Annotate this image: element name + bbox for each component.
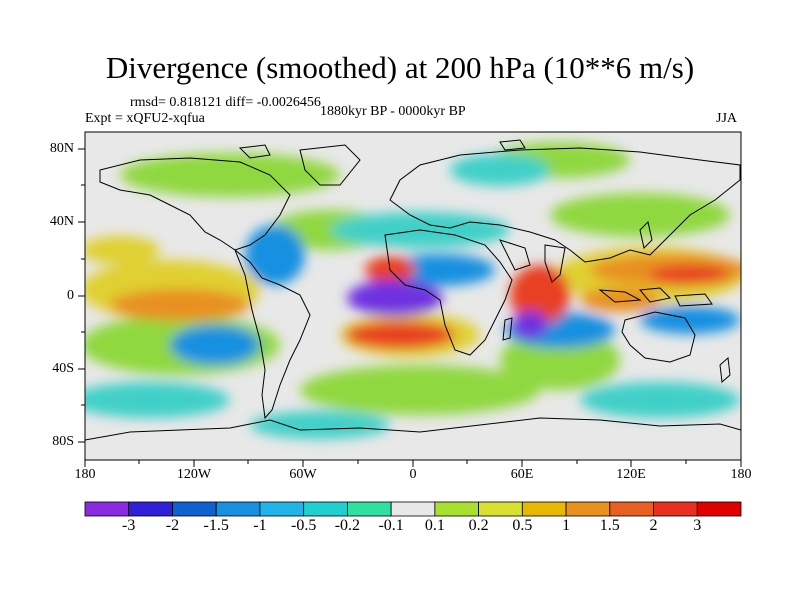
colorbar-swatch (215, 501, 261, 517)
field-region (650, 265, 730, 285)
field-region (85, 236, 160, 264)
x-label-60w: 60W (289, 467, 317, 482)
y-label-40s: 40S (52, 361, 74, 376)
colorbar-swatch (434, 501, 480, 517)
coastline (639, 287, 672, 303)
coastline (674, 293, 713, 307)
y-axis-ticks (78, 148, 85, 443)
field-region (580, 288, 660, 312)
colorbar-swatch (84, 501, 130, 517)
colorbar-swatch (696, 501, 742, 517)
x-axis-ticks (84, 460, 742, 467)
colorbar-swatch (390, 501, 436, 517)
colorbar-label: -2 (165, 517, 180, 534)
colorbar-label: -0.5 (290, 517, 317, 534)
colorbar-swatch (346, 501, 392, 517)
x-label-120e: 120E (616, 467, 646, 482)
colorbar-label: -3 (122, 517, 136, 534)
colorbar-swatch (609, 501, 654, 517)
colorbar-label: 0.5 (512, 517, 533, 534)
colorbar-label: 0.1 (424, 517, 445, 534)
coastline (499, 239, 531, 271)
season-label: JJA (716, 111, 738, 126)
coastline (384, 229, 513, 356)
coastline (85, 417, 741, 441)
colorbar-label: 1 (562, 517, 571, 534)
coastline (502, 317, 513, 341)
x-label-120w: 120W (176, 467, 212, 482)
x-label-180e: 180 (730, 467, 752, 482)
coastline (621, 311, 696, 363)
x-label-0: 0 (409, 467, 417, 482)
field-region (640, 306, 740, 334)
colorbar-swatch (172, 501, 217, 517)
field-region (385, 254, 495, 286)
colorbar-swatch (128, 501, 173, 517)
colorbar-swatch (653, 501, 698, 517)
field-region (120, 153, 340, 197)
x-label-60e: 60E (510, 467, 534, 482)
colorbar-label: -0.1 (378, 517, 404, 534)
coastline (299, 144, 361, 186)
field-region (512, 311, 548, 339)
period-label: 1880kyr BP - 0000kyr BP (320, 104, 466, 119)
colorbar (84, 501, 742, 517)
coastline (238, 144, 271, 159)
y-label-80n: 80N (49, 141, 74, 156)
field-region (250, 411, 390, 439)
colorbar-swatch (521, 501, 567, 517)
colorbar-label: 3 (693, 517, 702, 534)
colorbar-label: -1 (253, 517, 267, 534)
field-region (85, 382, 230, 418)
field-region (345, 321, 455, 349)
x-label-180w: 180 (74, 467, 96, 482)
colorbar-label: -0.2 (334, 517, 361, 534)
colorbar-label: 2 (649, 517, 658, 534)
coastline (99, 157, 291, 251)
field-region (347, 280, 443, 316)
colorbar-label: -1.5 (203, 517, 229, 534)
coastline (719, 356, 731, 384)
coastline (389, 147, 741, 263)
plot-title: Divergence (smoothed) at 200 hPa (10**6 … (105, 50, 695, 85)
colorbar-swatch (303, 501, 348, 517)
field-region (300, 365, 540, 415)
coastline (233, 248, 311, 420)
y-label-40n: 40N (49, 214, 74, 229)
coastline (499, 139, 526, 151)
field-region (245, 225, 305, 285)
colorbar-swatch (565, 501, 611, 517)
divergence-field (85, 132, 741, 460)
field-region (110, 289, 250, 321)
coastline (544, 244, 566, 283)
colorbar-label: 0.2 (468, 517, 489, 534)
field-region (550, 193, 730, 237)
experiment-label: Expt = xQFU2-xqfua (85, 111, 205, 126)
colorbar-swatch (478, 501, 523, 517)
field-region (450, 154, 550, 186)
coastline (598, 289, 642, 303)
y-label-80s: 80S (52, 434, 74, 449)
field-region (580, 382, 740, 418)
colorbar-label: 1.5 (599, 517, 620, 534)
rmsd-diff-stats: rmsd= 0.818121 diff= -0.0026456 (130, 95, 321, 110)
field-region (170, 325, 260, 365)
coastline (639, 221, 653, 249)
coastlines (85, 139, 741, 441)
y-label-0: 0 (67, 288, 74, 303)
colorbar-swatch (259, 501, 305, 517)
